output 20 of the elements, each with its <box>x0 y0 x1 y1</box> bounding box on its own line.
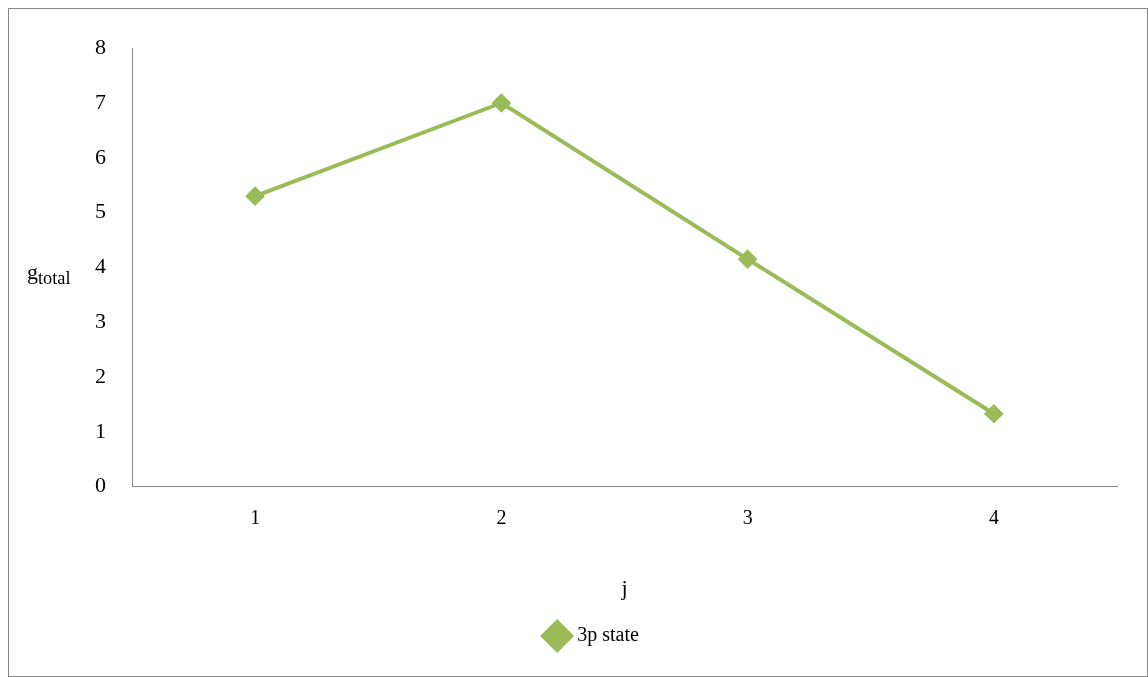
point <box>246 187 265 206</box>
x-tick-label: 1 <box>250 505 261 528</box>
y-tick-label: 4 <box>95 253 106 279</box>
legend-label: 3p state <box>577 623 639 647</box>
y-tick-label: 6 <box>95 143 106 169</box>
x-axis-title: j <box>620 574 628 600</box>
y-tick-label: 2 <box>95 362 106 388</box>
y-axis-title: g$_{total}$ <box>27 259 71 290</box>
y-tick-label: 5 <box>95 198 106 224</box>
y-tick-label: 8 <box>95 33 106 59</box>
x-tick-label: 3 <box>742 505 753 528</box>
y-tick-label: 0 <box>95 472 106 498</box>
point <box>984 404 1003 423</box>
point <box>738 250 757 269</box>
y-tick-label: 7 <box>95 88 106 114</box>
point <box>492 94 511 112</box>
x-tick-label: 2 <box>496 505 507 528</box>
y-tick-label: 3 <box>95 307 106 333</box>
x-tick-label: 4 <box>988 505 999 528</box>
y-tick-label: 1 <box>95 417 106 443</box>
